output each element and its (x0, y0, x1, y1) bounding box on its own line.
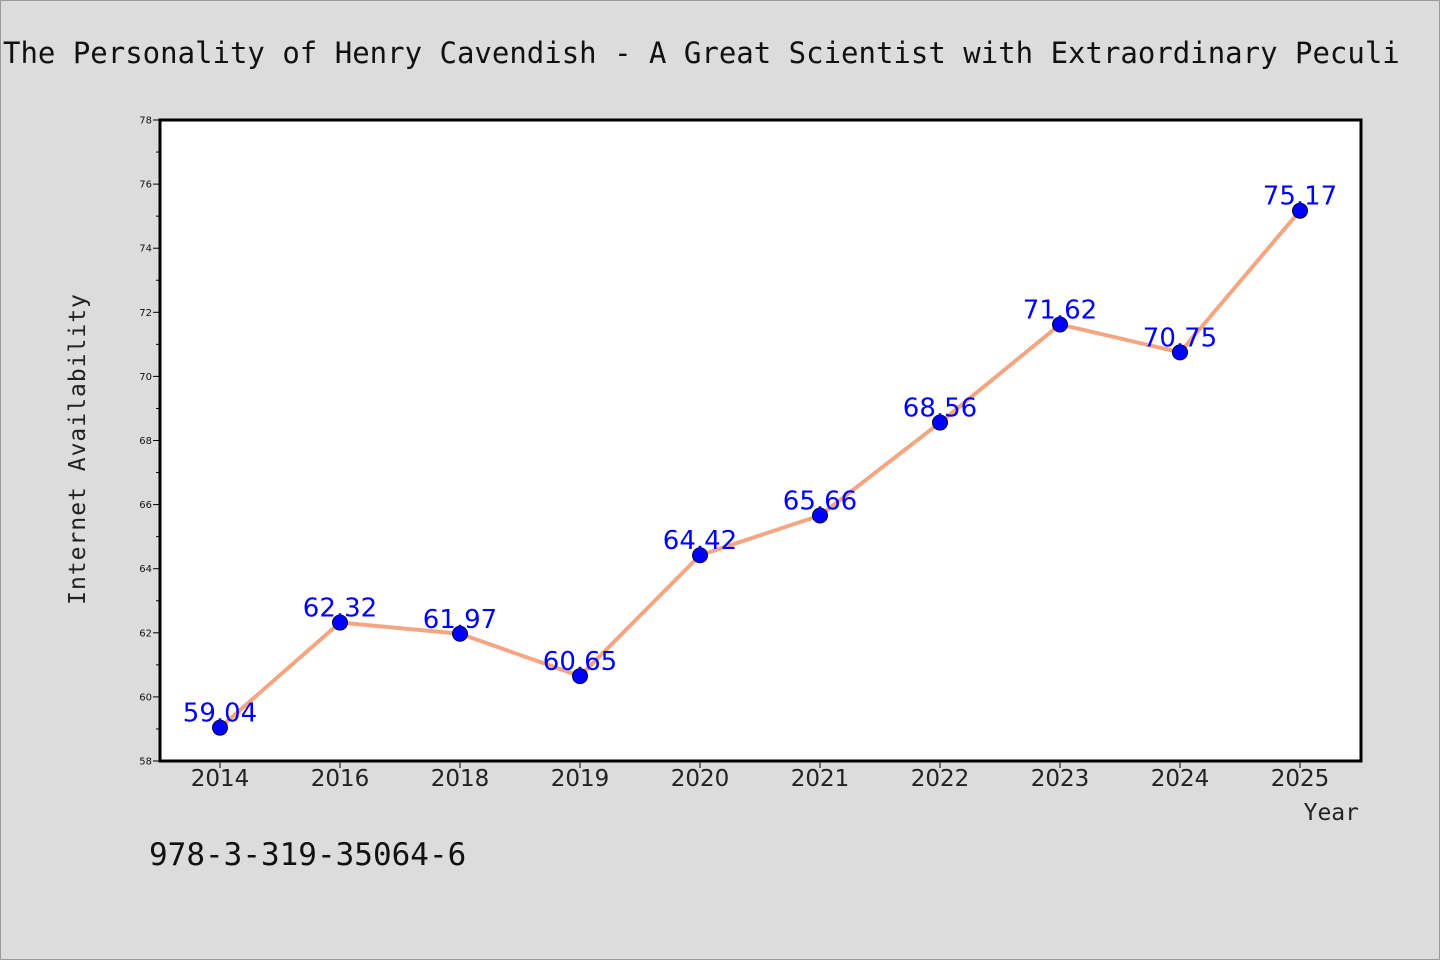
data-label: 60.65 (543, 647, 617, 677)
data-label: 59.04 (183, 699, 257, 729)
data-label: 70.75 (1143, 323, 1217, 353)
chart-title: The Personality of Henry Cavendish - A G… (3, 36, 1400, 70)
y-tick-label: 68 (139, 436, 152, 447)
data-point (1292, 202, 1308, 219)
x-tick-label: 2023 (1031, 766, 1090, 792)
y-tick-label: 62 (139, 628, 152, 639)
data-label: 65.66 (783, 486, 857, 516)
data-label: 71.62 (1023, 295, 1097, 325)
data-point (212, 719, 228, 736)
x-tick-label: 2025 (1271, 766, 1330, 792)
data-point (1172, 344, 1188, 361)
plot-area (158, 118, 1363, 763)
series-group (212, 202, 1308, 736)
x-tick-label: 2024 (1151, 766, 1210, 792)
x-tick-label: 2019 (551, 766, 610, 792)
series-line (218, 208, 1302, 730)
y-tick-label: 60 (139, 692, 152, 703)
data-point (932, 414, 948, 431)
x-tick-label: 2020 (671, 766, 730, 792)
data-point (332, 614, 348, 631)
x-tick-label: 2021 (791, 766, 850, 792)
y-tick-label: 76 (139, 180, 152, 191)
y-axis-label: Internet Availability (65, 293, 91, 605)
data-point (692, 547, 708, 564)
y-tick-label: 74 (139, 244, 152, 255)
y-tick-label: 78 (139, 116, 152, 127)
y-tick-label: 66 (139, 500, 152, 511)
x-tick-label: 2018 (431, 766, 490, 792)
data-label: 64.42 (663, 526, 737, 556)
x-axis: 2014 2016 2018 2019 2020 2021 2022 2023 2024 2025 (191, 761, 1330, 792)
data-point (452, 625, 468, 642)
data-label: 61.97 (423, 605, 497, 635)
y-tick-label: 70 (139, 372, 152, 383)
data-point (812, 507, 828, 524)
data-label: 75.17 (1263, 182, 1337, 212)
y-tick-label: 64 (139, 564, 152, 575)
data-labels: 59.04 62.32 61.97 60.65 64.42 65.66 68.56 71.62… (183, 182, 1337, 729)
data-point (1052, 316, 1068, 333)
data-label: 68.56 (903, 394, 977, 424)
x-tick-label: 2022 (911, 766, 970, 792)
x-axis-label: Year (1304, 800, 1359, 826)
x-tick-label: 2014 (191, 766, 250, 792)
data-point (572, 668, 588, 685)
data-label: 62.32 (303, 594, 377, 624)
isbn-text: 978-3-319-35064-6 (149, 837, 466, 873)
x-tick-label: 2016 (311, 766, 370, 792)
y-tick-label: 72 (139, 308, 152, 319)
y-axis: 58 60 62 64 66 68 70 72 74 76 78 (139, 116, 160, 768)
y-tick-label: 58 (139, 757, 152, 768)
